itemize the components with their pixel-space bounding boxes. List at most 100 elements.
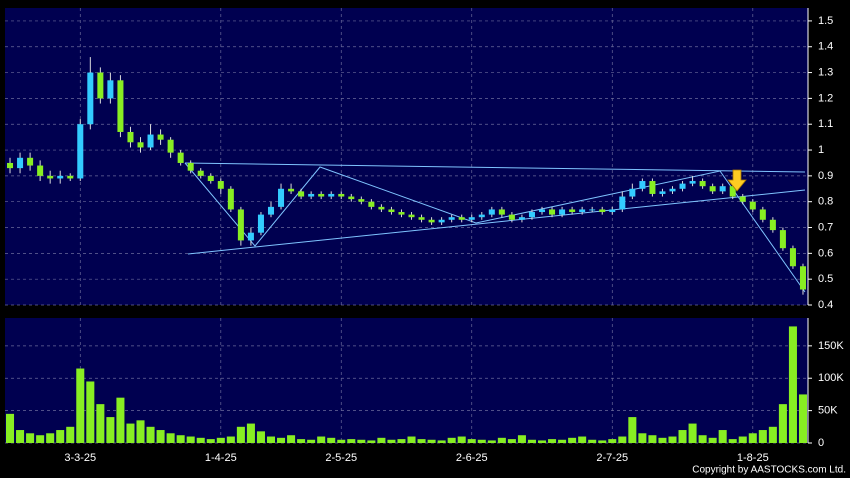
volume-bar [297,439,306,443]
y-tick-label: 0.8 [818,196,833,208]
candle-body [639,181,646,189]
volume-bar [638,433,647,443]
candle-body [799,266,806,290]
candle-body [398,212,405,215]
volume-bar [206,439,215,443]
volume-bar [527,439,536,443]
candle-body [599,209,606,213]
candle-body [328,193,335,197]
candle-body [137,142,144,148]
volume-bar [568,437,577,443]
candle-body [699,181,706,187]
candle-body [298,191,305,197]
volume-bar [768,426,777,443]
candle-body [709,186,716,192]
volume-bar [447,437,456,443]
volume-bar [307,439,316,443]
volume-bar [357,439,366,443]
volume-bar [788,326,797,443]
volume-bar [678,430,687,443]
x-tick-label: 2-6-25 [456,452,488,464]
candle-body [237,209,244,241]
volume-bar [407,436,416,443]
volume-bar [457,436,466,443]
volume-bar [46,433,55,443]
volume-bar [277,437,286,443]
candle-body [47,175,54,179]
candle-body [217,181,224,189]
volume-bar [176,435,185,443]
candle-body [408,214,415,218]
candle-body [478,214,485,218]
volume-bar [548,439,557,443]
volume-bar [216,437,225,443]
volume-bar [588,439,597,443]
volume-tick-label: 50K [818,405,838,417]
candle-body [609,209,616,213]
volume-bar [126,423,135,443]
candle-body [538,209,546,213]
candle-body [278,188,285,207]
candle-body [127,131,134,143]
volume-bar [698,435,707,443]
candle-body [498,209,505,215]
marks [6,57,807,443]
candle-body [358,199,365,202]
volume-bar [497,437,506,443]
volume-bar [618,436,627,443]
volume-bar [467,439,476,443]
volume-bar [417,439,426,443]
volume-tick-label: 150K [818,340,844,352]
y-tick-label: 1.2 [818,92,833,104]
candle-body [368,201,375,207]
volume-bar [76,368,85,443]
volume-bar [558,439,567,443]
candle-body [649,181,656,194]
candle-body [267,206,275,215]
grid: 0.4 0.5 0.6 0.7 0.8 0.9 1 1.1 1.2 1.3 1.4 1.5 0 50K 10… [5,8,844,464]
candle-body [7,162,14,169]
candle-body [257,214,264,233]
x-tick-label: 2-7-25 [596,452,628,464]
candle-body [488,209,495,215]
candle-body [27,157,34,166]
volume-bar [36,435,45,443]
candle-body [17,157,24,169]
volume-bar [578,436,587,443]
volume-bar [427,439,436,443]
volume-bar [96,404,105,443]
volume-bar [56,430,65,443]
candle-body [247,232,254,241]
volume-bar [246,423,255,443]
volume-bar [397,439,406,443]
candle-body [117,80,124,132]
trend-line [184,162,806,173]
candle-body [619,196,626,210]
candle-body [779,230,786,249]
y-tick-label: 1.1 [818,118,833,130]
volume-bar [437,440,446,443]
candle-body [77,124,84,179]
candle-body [207,175,214,182]
volume-bar [327,437,336,443]
candle-body [418,217,425,220]
y-tick-label: 0.5 [818,273,833,285]
volume-bar [266,436,276,443]
volume-bar [517,435,526,443]
volume-bar [688,423,697,443]
candle-body [227,188,234,210]
candle-body [719,186,726,192]
volume-bar [166,433,175,443]
volume-bar [507,439,516,443]
x-tick-label: 1-8-25 [737,452,769,464]
y-tick-label: 1.3 [818,66,833,78]
volume-bar [136,420,145,443]
volume-bar [66,426,75,443]
candle-body [438,219,445,223]
candle-body [197,170,204,176]
candle-body [167,139,174,153]
volume-bar [106,417,115,443]
volume-bar [608,439,617,443]
candle-body [518,217,525,220]
